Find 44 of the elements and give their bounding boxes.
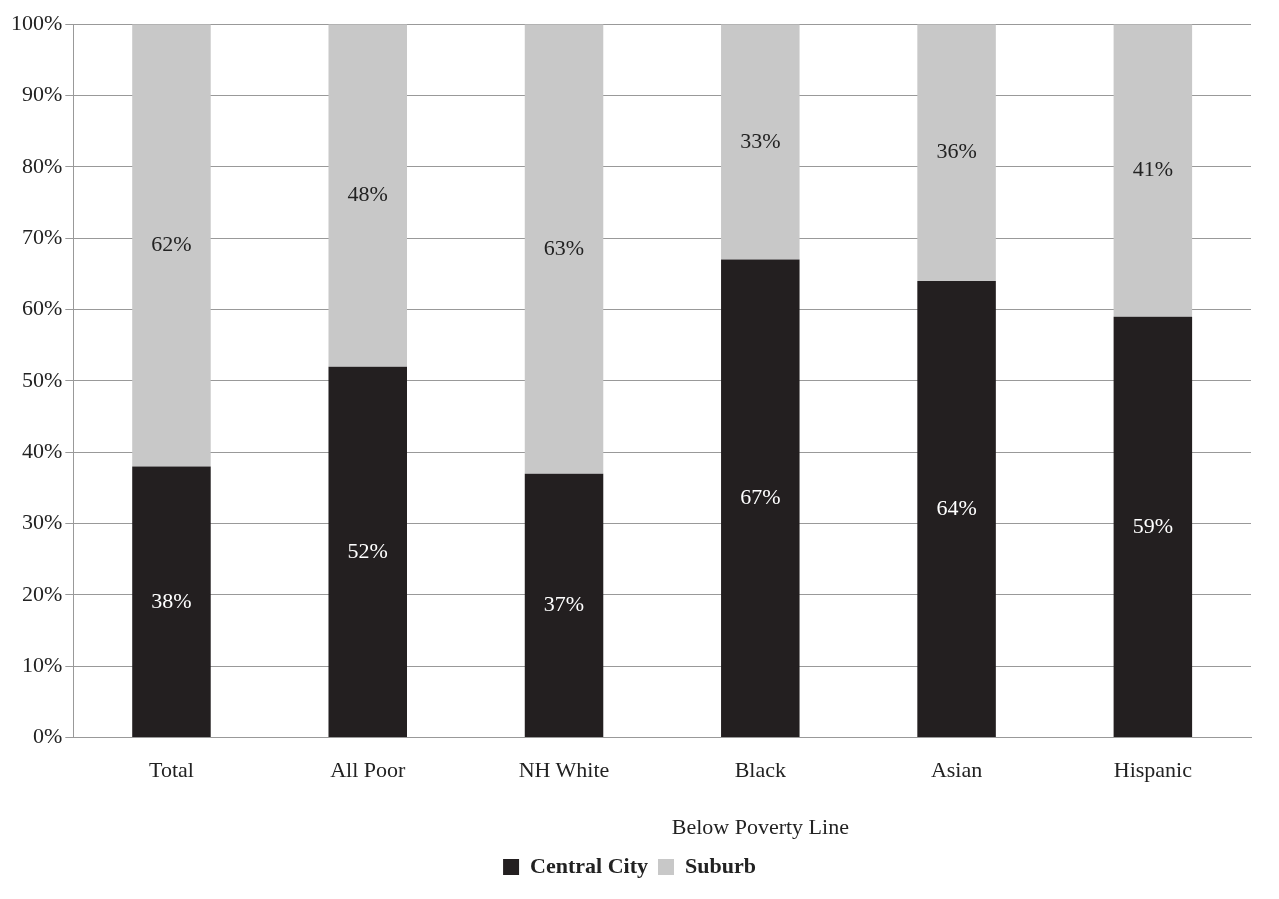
x-tick-label: Black — [734, 756, 786, 782]
bar — [328, 366, 407, 738]
y-tick-label: 0% — [33, 723, 63, 749]
legend-label: Suburb — [684, 852, 756, 878]
bar — [917, 24, 996, 282]
x-tick-label: Asian — [930, 756, 983, 782]
y-tick-label: 90% — [22, 81, 63, 107]
bar — [524, 473, 604, 738]
data-label: 62% — [151, 231, 192, 257]
bar — [524, 24, 604, 474]
y-tick-label: 40% — [22, 438, 63, 464]
data-label: 67% — [740, 484, 781, 510]
data-label: 41% — [1132, 156, 1174, 182]
data-label: 36% — [936, 138, 977, 164]
data-label: 33% — [740, 127, 781, 153]
bar — [1113, 24, 1193, 317]
bar — [132, 466, 211, 738]
data-label: 59% — [1132, 512, 1174, 538]
y-tick-label: 10% — [22, 652, 63, 678]
data-label: 38% — [151, 587, 192, 613]
data-label: 64% — [936, 494, 977, 520]
y-tick-label: 20% — [22, 580, 63, 606]
x-tick-label: NH White — [518, 756, 610, 782]
y-tick-label: 100% — [11, 9, 63, 35]
bar — [917, 281, 996, 738]
bar — [1113, 316, 1193, 738]
x-tick-label: Hispanic — [1113, 756, 1193, 782]
data-label: 48% — [347, 181, 388, 207]
bar — [721, 24, 800, 260]
y-tick-label: 30% — [22, 509, 63, 535]
y-tick-label: 60% — [22, 295, 63, 321]
y-tick-label: 70% — [22, 224, 63, 249]
bar — [721, 259, 800, 738]
data-label: 63% — [543, 234, 585, 260]
y-tick-label: 50% — [22, 366, 63, 392]
text: Below Poverty Line — [671, 813, 849, 839]
y-tick-label: 80% — [22, 152, 63, 178]
data-label: 52% — [347, 537, 388, 563]
x-tick-label: Total — [149, 756, 194, 782]
legend-label: Central City — [530, 852, 648, 878]
bar — [132, 24, 211, 467]
data-label: 37% — [543, 591, 585, 617]
bar — [328, 24, 407, 367]
x-tick-label: All Poor — [330, 756, 406, 782]
